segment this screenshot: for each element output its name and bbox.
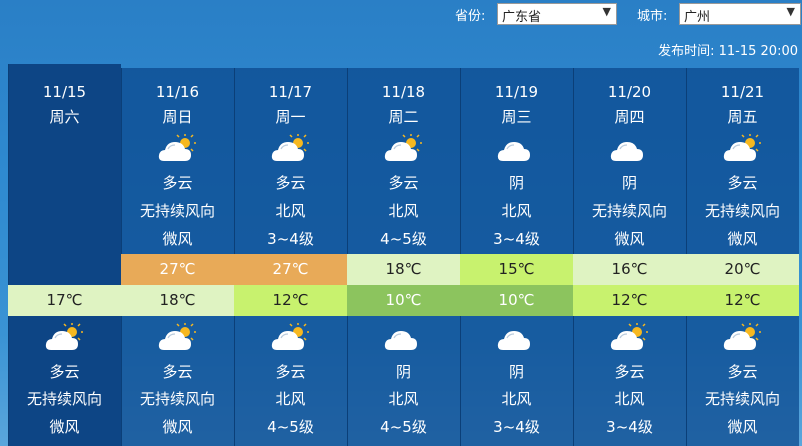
night-wind-level: 微风 — [162, 418, 193, 436]
night-wind-level: 3~4级 — [606, 418, 653, 436]
night-wind-level: 微风 — [727, 418, 758, 436]
night-wind-level: 4~5级 — [267, 418, 314, 436]
night-weather: 多云 — [49, 363, 80, 381]
low-temp: 10℃ — [460, 285, 573, 316]
partly-cloudy-icon — [121, 323, 234, 353]
forecast-day-column: 11/17 周一 多云 北风 3~4级 27℃ 12℃ 多云 北风 4~5级 — [234, 64, 347, 446]
overcast-icon — [573, 134, 686, 164]
overcast-icon — [347, 323, 460, 353]
night-wind-level: 微风 — [49, 418, 80, 436]
province-select[interactable]: 广东省 ▼ — [497, 3, 617, 25]
day-weather: 多云 — [275, 174, 306, 192]
night-weather: 多云 — [727, 363, 758, 381]
day-weather: 阴 — [621, 174, 637, 192]
chevron-down-icon: ▼ — [602, 5, 611, 18]
day-weather: 多云 — [388, 174, 419, 192]
forecast-day-column: 11/18 周二 多云 北风 4~5级 18℃ 10℃ 阴北风 4~5级 — [347, 64, 460, 446]
night-weather: 多云 — [614, 363, 645, 381]
publish-time: 发布时间: 11-15 20:00 — [658, 44, 798, 59]
day-wind-direction: 北风 — [275, 202, 306, 220]
date: 11/18 — [381, 83, 426, 101]
weekday: 周五 — [727, 108, 758, 126]
chevron-down-icon: ▼ — [786, 5, 795, 18]
date: 11/19 — [494, 83, 539, 101]
night-weather: 阴 — [395, 363, 411, 381]
weekday: 周日 — [162, 108, 193, 126]
day-wind-direction: 北风 — [501, 202, 532, 220]
partly-cloudy-icon — [347, 134, 460, 164]
low-temp: 17℃ — [8, 285, 121, 316]
overcast-icon — [460, 323, 573, 353]
province-value: 广东省 — [502, 10, 542, 25]
night-wind-level: 4~5级 — [380, 418, 427, 436]
low-temp: 10℃ — [347, 285, 460, 316]
night-wind-direction: 北风 — [388, 390, 419, 408]
night-wind-level: 3~4级 — [493, 418, 540, 436]
night-wind-direction: 无持续风向 — [704, 390, 780, 408]
forecast-day-column: 11/19 周三阴北风 3~4级 15℃ 10℃ 阴北风 3~4级 — [460, 64, 573, 446]
night-wind-direction: 北风 — [275, 390, 306, 408]
high-temp: 16℃ — [573, 254, 686, 285]
day-weather: 阴 — [508, 174, 524, 192]
day-wind-level: 3~4级 — [493, 230, 540, 248]
partly-cloudy-icon — [686, 323, 799, 353]
date: 11/21 — [720, 83, 765, 101]
night-wind-direction: 北风 — [501, 390, 532, 408]
weekday: 周三 — [501, 108, 532, 126]
weekday: 周六 — [49, 108, 80, 126]
partly-cloudy-icon — [121, 134, 234, 164]
date: 11/15 — [42, 83, 87, 101]
overcast-icon — [460, 134, 573, 164]
day-wind-direction: 北风 — [388, 202, 419, 220]
day-wind-level: 微风 — [162, 230, 193, 248]
day-wind-direction: 无持续风向 — [704, 202, 780, 220]
forecast-day-column: 11/16 周日 多云 无持续风向 微风 27℃ 18℃ 多云 无持续风向 微风 — [121, 64, 234, 446]
day-wind-level: 3~4级 — [267, 230, 314, 248]
partly-cloudy-icon — [686, 134, 799, 164]
date: 11/16 — [155, 83, 200, 101]
low-temp: 12℃ — [234, 285, 347, 316]
partly-cloudy-icon — [573, 323, 686, 353]
day-weather: 多云 — [162, 174, 193, 192]
day-wind-direction: 无持续风向 — [591, 202, 667, 220]
province-label: 省份: — [455, 9, 486, 24]
weekday: 周二 — [388, 108, 419, 126]
forecast-day-column: 11/20 周四阴无持续风向微风 16℃ 12℃ 多云北风 3~4级 — [573, 64, 686, 446]
night-weather: 多云 — [162, 363, 193, 381]
weekday: 周一 — [275, 108, 306, 126]
forecast-day-column: 11/15 周六 17℃ 多云无持续风向微风 — [8, 64, 121, 446]
night-wind-direction: 无持续风向 — [139, 390, 215, 408]
night-weather: 多云 — [275, 363, 306, 381]
date: 11/20 — [607, 83, 652, 101]
city-label: 城市: — [637, 9, 668, 24]
partly-cloudy-icon — [8, 323, 121, 353]
high-temp: 20℃ — [686, 254, 799, 285]
high-temp: 18℃ — [347, 254, 460, 285]
low-temp: 12℃ — [573, 285, 686, 316]
city-value: 广州 — [684, 10, 711, 25]
weekday: 周四 — [614, 108, 645, 126]
low-temp: 12℃ — [686, 285, 799, 316]
day-icon — [8, 134, 121, 164]
day-wind-level: 微风 — [727, 230, 758, 248]
low-temp: 18℃ — [121, 285, 234, 316]
night-weather: 阴 — [508, 363, 524, 381]
day-weather: 多云 — [727, 174, 758, 192]
partly-cloudy-icon — [234, 134, 347, 164]
high-temp: 27℃ — [121, 254, 234, 285]
high-temp: 15℃ — [460, 254, 573, 285]
night-wind-direction: 无持续风向 — [26, 390, 102, 408]
column-background — [8, 64, 121, 446]
night-wind-direction: 北风 — [614, 390, 645, 408]
high-temp: 27℃ — [234, 254, 347, 285]
day-wind-level: 微风 — [614, 230, 645, 248]
day-wind-level: 4~5级 — [380, 230, 427, 248]
partly-cloudy-icon — [234, 323, 347, 353]
date: 11/17 — [268, 83, 313, 101]
city-select[interactable]: 广州 ▼ — [679, 3, 801, 25]
day-wind-direction: 无持续风向 — [139, 202, 215, 220]
forecast-day-column: 11/21 周五 多云 无持续风向 微风 20℃ 12℃ 多云 无持续风向 微风 — [686, 64, 799, 446]
